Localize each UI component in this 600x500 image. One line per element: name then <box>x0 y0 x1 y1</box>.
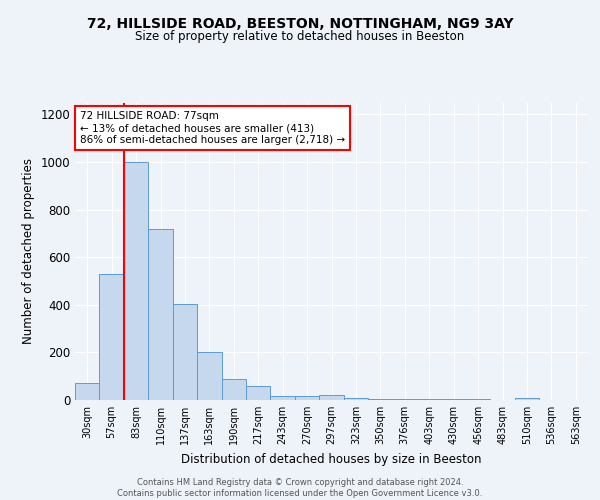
Bar <box>466 399 490 400</box>
Bar <box>417 399 442 400</box>
Bar <box>368 399 392 400</box>
Bar <box>295 396 319 400</box>
Bar <box>319 395 344 400</box>
Text: 72 HILLSIDE ROAD: 77sqm
← 13% of detached houses are smaller (413)
86% of semi-d: 72 HILLSIDE ROAD: 77sqm ← 13% of detache… <box>80 112 345 144</box>
Bar <box>148 228 173 400</box>
Bar <box>124 162 148 400</box>
Y-axis label: Number of detached properties: Number of detached properties <box>22 158 35 344</box>
Bar <box>75 384 100 400</box>
Bar <box>271 396 295 400</box>
Bar <box>392 399 417 400</box>
Bar <box>246 386 271 400</box>
Bar <box>100 274 124 400</box>
X-axis label: Distribution of detached houses by size in Beeston: Distribution of detached houses by size … <box>181 452 482 466</box>
Bar <box>515 398 539 400</box>
Bar <box>221 378 246 400</box>
Text: 72, HILLSIDE ROAD, BEESTON, NOTTINGHAM, NG9 3AY: 72, HILLSIDE ROAD, BEESTON, NOTTINGHAM, … <box>86 18 514 32</box>
Text: Size of property relative to detached houses in Beeston: Size of property relative to detached ho… <box>136 30 464 43</box>
Bar <box>173 304 197 400</box>
Bar <box>197 352 221 400</box>
Text: Contains HM Land Registry data © Crown copyright and database right 2024.
Contai: Contains HM Land Registry data © Crown c… <box>118 478 482 498</box>
Bar <box>344 398 368 400</box>
Bar <box>442 399 466 400</box>
